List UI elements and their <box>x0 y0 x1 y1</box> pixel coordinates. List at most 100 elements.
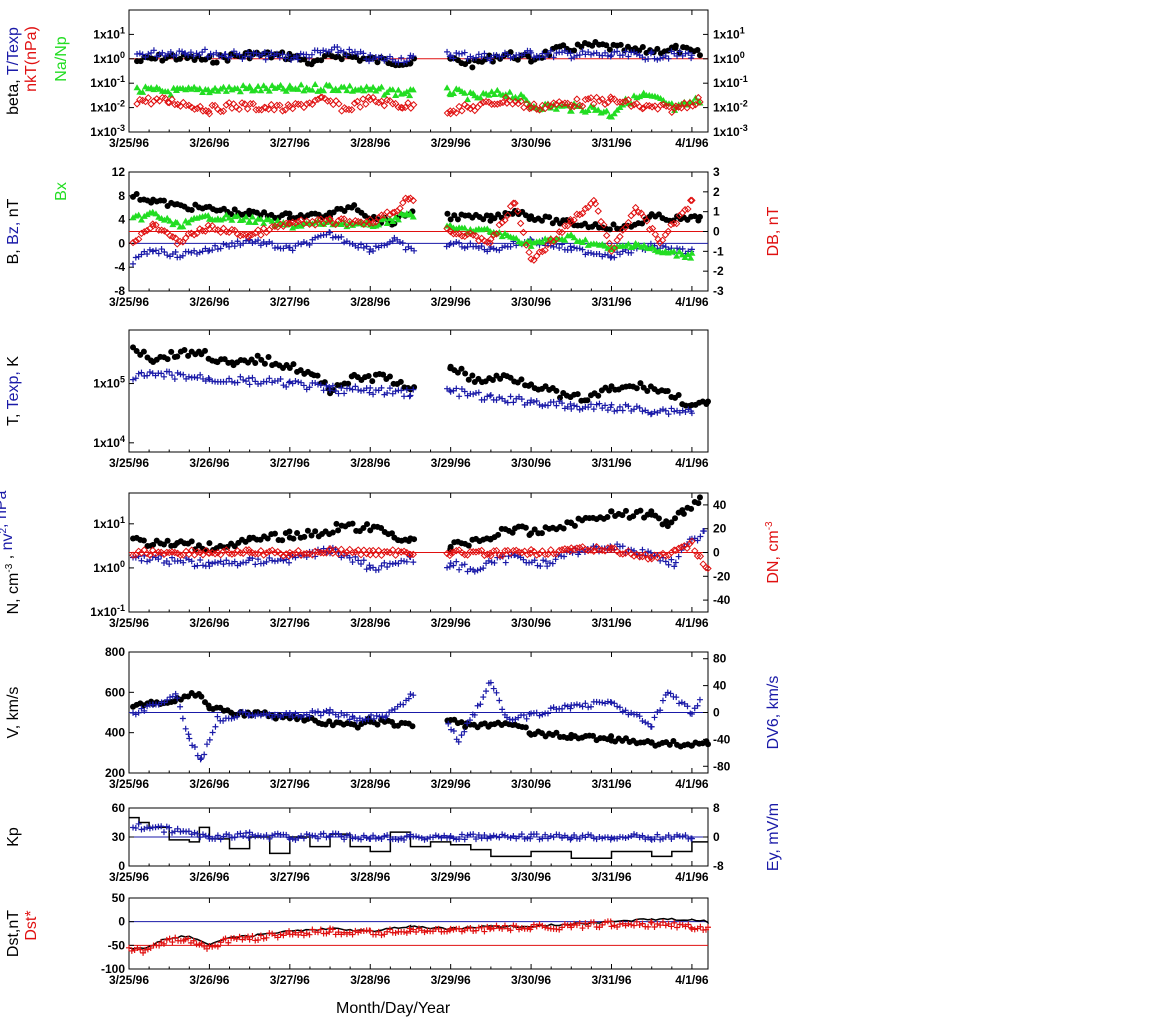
data-point <box>486 239 494 247</box>
data-point <box>252 378 259 385</box>
data-point <box>695 500 702 507</box>
data-point <box>320 87 328 94</box>
data-point <box>552 556 559 563</box>
data-point <box>603 107 611 114</box>
data-point <box>458 548 466 557</box>
data-point <box>607 918 614 925</box>
data-point <box>262 549 271 557</box>
data-point <box>595 392 602 399</box>
data-point <box>392 92 400 99</box>
data-point <box>194 752 201 759</box>
data-point <box>400 90 408 97</box>
x-tick-label: 3/31/96 <box>591 295 631 309</box>
data-point <box>492 230 501 238</box>
data-point <box>654 56 661 63</box>
data-point <box>637 380 644 387</box>
data-point <box>166 561 173 568</box>
data-point <box>327 387 334 394</box>
data-point <box>561 236 569 243</box>
data-point <box>378 932 385 939</box>
panel-5: 3/25/96 3/26/96 3/27/96 3/28/96 3/29/96 3/30/… <box>5 645 782 791</box>
data-point <box>341 836 348 843</box>
x-tick-label: 3/25/96 <box>109 777 149 791</box>
data-point <box>673 694 680 701</box>
data-point <box>164 537 171 544</box>
data-point <box>490 245 497 252</box>
data-point <box>485 557 492 564</box>
data-point <box>504 51 511 58</box>
data-point <box>520 711 527 718</box>
data-point <box>498 218 506 227</box>
data-point <box>662 552 670 560</box>
data-point <box>363 566 370 573</box>
x-tick-label: 3/26/96 <box>189 973 229 987</box>
data-point <box>472 54 479 61</box>
data-point <box>631 831 638 838</box>
x-tick-label: 3/29/96 <box>431 136 471 150</box>
data-point <box>224 57 231 64</box>
data-point <box>362 100 370 108</box>
step-line <box>129 816 708 860</box>
data-point <box>463 230 472 238</box>
data-point <box>130 260 137 267</box>
data-point <box>257 932 264 939</box>
data-point <box>590 196 598 205</box>
data-point <box>639 220 646 227</box>
data-point <box>145 50 152 57</box>
data-point <box>559 400 566 407</box>
data-point <box>619 101 627 108</box>
data-point <box>317 93 325 102</box>
data-point <box>450 926 457 933</box>
data-point <box>522 241 530 249</box>
data-point <box>599 405 606 412</box>
data-point <box>222 51 229 58</box>
data-point <box>389 100 397 108</box>
data-point <box>520 103 528 112</box>
data-point <box>665 561 672 568</box>
data-point <box>298 379 305 386</box>
data-point <box>553 402 560 409</box>
data-point <box>668 923 675 930</box>
data-point <box>680 510 687 517</box>
data-point <box>401 103 409 112</box>
data-point <box>251 550 259 558</box>
data-point <box>249 712 256 719</box>
data-point <box>366 551 374 559</box>
data-point <box>223 378 230 385</box>
data-point <box>483 550 491 559</box>
data-point <box>160 829 167 836</box>
data-point <box>367 527 374 534</box>
data-point <box>602 919 609 926</box>
data-point <box>472 232 480 240</box>
data-point <box>290 361 297 368</box>
data-point <box>137 58 144 65</box>
data-point <box>289 247 296 254</box>
data-point <box>146 551 154 559</box>
data-point <box>694 537 701 544</box>
data-point <box>160 541 167 548</box>
data-point <box>584 106 592 113</box>
data-point <box>245 237 252 244</box>
data-point <box>166 824 173 831</box>
data-point <box>247 53 254 60</box>
data-point <box>348 106 356 114</box>
data-point <box>164 88 172 95</box>
data-point <box>573 701 580 708</box>
data-point <box>329 234 336 241</box>
data-point <box>188 538 195 545</box>
data-point <box>335 527 342 534</box>
y-tick-label: 400 <box>105 726 125 740</box>
data-point <box>395 836 402 843</box>
data-point <box>329 926 336 933</box>
data-point <box>559 705 566 712</box>
data-point <box>198 693 205 700</box>
data-point <box>647 50 654 57</box>
data-point <box>675 211 684 220</box>
data-point <box>266 930 273 937</box>
data-point <box>398 835 405 842</box>
data-point <box>461 245 468 252</box>
data-point <box>411 247 418 254</box>
data-point <box>179 715 186 722</box>
data-point <box>487 57 494 64</box>
